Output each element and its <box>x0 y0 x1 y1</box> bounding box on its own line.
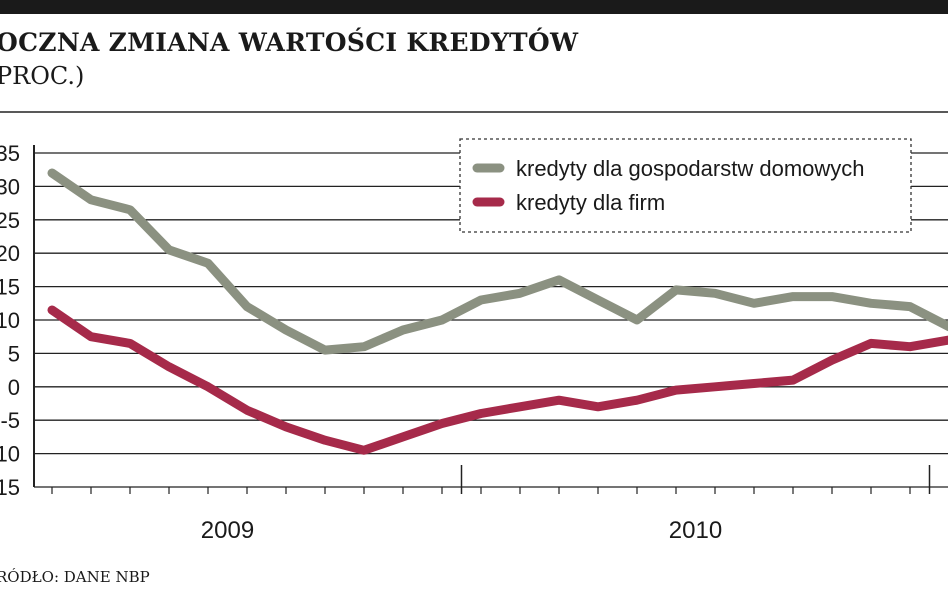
x-year-label: 2010 <box>669 517 722 544</box>
y-tick-label: 0 <box>8 375 20 400</box>
y-tick-label: -10 <box>0 442 20 467</box>
x-year-label: 2009 <box>201 517 254 544</box>
y-tick-label: -5 <box>0 408 20 433</box>
chart-subtitle: PROC.) <box>0 62 85 90</box>
y-tick-label: 15 <box>0 275 20 300</box>
source-note: RÓDŁO: DANE NBP <box>0 568 150 586</box>
top-bar <box>0 0 948 14</box>
legend-box <box>459 138 912 233</box>
y-tick-label: 5 <box>8 341 20 366</box>
chart-title: OCZNA ZMIANA WARTOŚCI KREDYTÓW <box>0 28 579 57</box>
y-tick-label: -15 <box>0 475 20 500</box>
y-tick-label: 35 <box>0 141 20 166</box>
y-tick-label: 30 <box>0 174 20 199</box>
y-tick-label: 20 <box>0 241 20 266</box>
series-line-households <box>47 168 948 355</box>
y-tick-label: 25 <box>0 208 20 233</box>
legend-label: kredyty dla firm <box>516 190 665 215</box>
y-tick-label: 10 <box>0 308 20 333</box>
legend-label: kredyty dla gospodarstw domowych <box>516 156 865 181</box>
series-line-firms <box>47 305 948 455</box>
